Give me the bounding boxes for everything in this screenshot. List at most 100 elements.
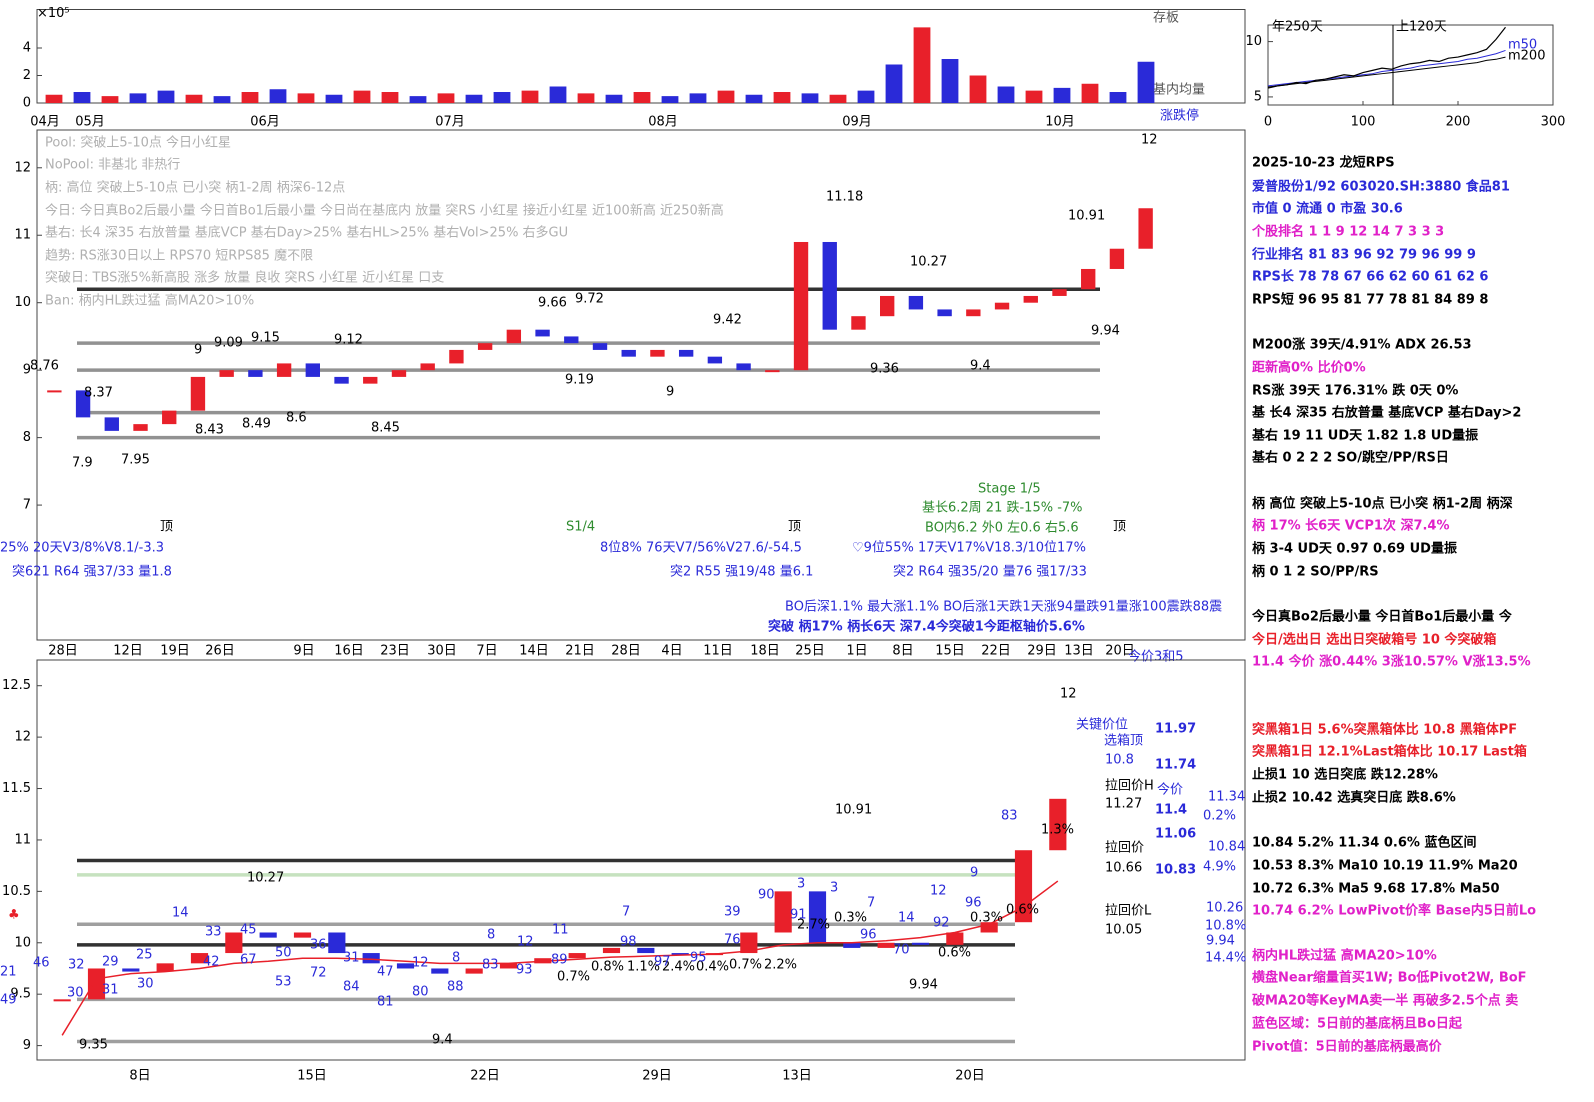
x-tick-label: 26日 <box>205 644 235 659</box>
candle <box>431 968 449 974</box>
x-tick-label: 04月 <box>30 115 60 130</box>
annotation: 0.7% <box>557 970 590 985</box>
x-tick-label: 9日 <box>293 644 314 659</box>
annotation: 0.7% <box>729 958 762 973</box>
candle <box>1138 208 1153 249</box>
annotation: 0.2% <box>1203 809 1236 824</box>
volume-bar <box>325 94 343 103</box>
x-tick-label: 13日 <box>1064 644 1094 659</box>
side-panel-line: 止损2 10.42 选真突日底 跌8.6% <box>1252 790 1456 806</box>
annotation: 84 <box>343 980 360 995</box>
volume-bar <box>941 59 959 103</box>
annotation: 12 <box>412 956 429 971</box>
annotation: 11.06 <box>1155 827 1196 842</box>
candle <box>248 370 263 377</box>
annotation: 10.8 <box>1105 753 1134 768</box>
side-panel-line: 10.53 8.3% Ma10 10.19 11.9% Ma20 <box>1252 859 1518 874</box>
legend-label: m50 <box>1508 38 1537 53</box>
volume-bar <box>45 94 63 103</box>
candle <box>362 953 380 964</box>
side-panel-line: 基右 19 11 UD天 1.82 1.8 UD量振 <box>1251 428 1478 444</box>
candle <box>449 349 464 364</box>
annotation: 25% 20天V3/8%V8.1/-3.3 <box>0 541 164 556</box>
volume-bar <box>661 96 679 103</box>
volume-bar <box>73 92 91 103</box>
annotation: 10.66 <box>1105 861 1142 876</box>
annotation: 2.7% <box>797 918 830 933</box>
volume-bar <box>1081 83 1099 103</box>
price-line <box>1267 26 1506 89</box>
annotation: 12 <box>930 884 947 899</box>
annotation: 8 <box>487 928 495 943</box>
candle <box>190 953 209 964</box>
volume-bar <box>549 86 567 103</box>
candle <box>564 336 579 344</box>
y-tick-label: 10 <box>14 935 31 950</box>
annotation: 89 <box>551 953 568 968</box>
x-tick-label: 23日 <box>380 644 410 659</box>
annotation: 今价 <box>1157 782 1183 798</box>
candle <box>822 241 837 330</box>
annotation: 9 <box>970 866 978 881</box>
candle <box>465 968 483 974</box>
annotation: 3 <box>797 877 805 892</box>
candle <box>363 376 378 384</box>
candle <box>75 390 91 418</box>
annotation: 3 <box>830 881 838 896</box>
candle <box>225 932 243 954</box>
side-panel-line: 个股排名 1 1 9 12 14 7 3 3 3 <box>1251 224 1444 240</box>
x-tick-label: 28日 <box>48 644 78 659</box>
x-tick-label: 21日 <box>565 644 595 659</box>
annotation: 10.8% <box>1205 919 1246 934</box>
x-tick-label: 05月 <box>75 115 105 130</box>
annotation: 8位8% 76天V7/56%V27.6/-54.5 <box>600 541 802 556</box>
volume-bar <box>213 96 231 103</box>
y-tick-label: 2 <box>23 68 31 83</box>
annotation: 关键价位 <box>1076 718 1128 733</box>
y-tick-label: 9.5 <box>10 987 31 1002</box>
candle <box>1081 268 1096 290</box>
candle <box>707 356 723 364</box>
y-tick-label: 8 <box>23 430 31 445</box>
annotation: 0.3% <box>834 911 867 926</box>
side-panel-line: 柄内HL跌过猛 高MA20>10% <box>1252 948 1437 964</box>
candle <box>276 363 292 377</box>
y-tick-label: 11 <box>14 832 31 847</box>
candle <box>966 309 981 317</box>
annotation: 72 <box>310 966 327 981</box>
y-tick-label: 7 <box>23 498 31 513</box>
side-panel-line: 10.84 5.2% 11.34 0.6% 蓝色区间 <box>1252 835 1476 851</box>
annotation: 基长6.2周 21 跌-15% -7% <box>922 500 1083 516</box>
x-tick-label: 15日 <box>297 1069 327 1084</box>
side-panel-line: 基 长4 深35 右放普量 基底VCP 基右Day>2 <box>1251 405 1521 421</box>
side-panel-line: 行业排名 81 83 96 92 79 96 99 9 <box>1251 247 1476 263</box>
annotation: 突621 R64 强37/33 量1.8 <box>12 564 172 580</box>
annotation: 9 <box>666 385 674 400</box>
volume-bar <box>689 93 707 103</box>
annotation: 25 <box>136 948 153 963</box>
annotation: 0.6% <box>1006 903 1039 918</box>
x-tick-label: 7日 <box>476 644 497 659</box>
side-panel-line: 爱普股份1/92 603020.SH:3880 食品81 <box>1252 179 1510 195</box>
volume-bar <box>297 93 315 103</box>
side-panel-line: Pivot值：5日前的基底柄最高价 <box>1252 1039 1443 1055</box>
annotation: 81 <box>377 995 394 1010</box>
candle <box>133 424 148 431</box>
y-offset-label: ×10⁵ <box>37 6 70 21</box>
y-tick-label: 10.5 <box>2 884 31 899</box>
annotation: 7 <box>867 896 875 911</box>
annotation: 21 <box>0 965 17 980</box>
x-tick-label: 8日 <box>129 1069 150 1084</box>
annotation: 90 <box>758 888 775 903</box>
annotation: 29 <box>102 955 119 970</box>
candle <box>843 942 861 948</box>
side-panel-line: RPS短 96 95 81 77 78 81 84 89 8 <box>1252 292 1488 308</box>
annotation: 76 <box>724 933 741 948</box>
side-panel-line: 2025-10-23 龙短RPS <box>1252 155 1395 171</box>
annotation: S1/4 <box>566 520 595 535</box>
annotation: 基右: 长4 深35 右放普量 基底VCP 基右Day>25% 基右HL>25%… <box>45 225 568 241</box>
annotation: 30 <box>137 977 154 992</box>
ma-line <box>61 880 1059 1036</box>
annotation: 14 <box>898 911 915 926</box>
y-tick-label: 5 <box>1254 89 1262 104</box>
